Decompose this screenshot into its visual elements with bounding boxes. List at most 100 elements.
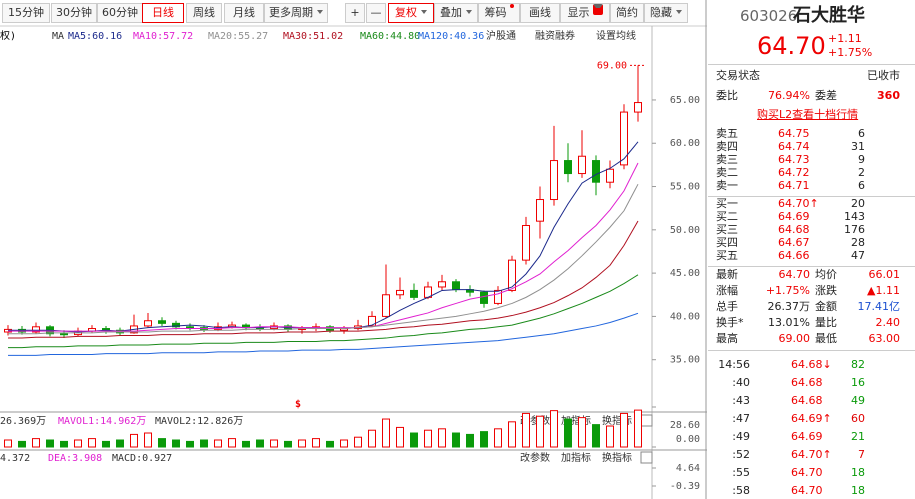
candle-body [620, 111, 628, 166]
stat-value: 63.00 [868, 332, 901, 345]
tool-button[interactable]: 叠加 [434, 3, 478, 23]
tick-volume: 18 [851, 484, 865, 497]
tick-price: 64.69 [791, 430, 823, 443]
candle-body [396, 289, 404, 296]
volume-bar [606, 425, 614, 448]
stat-label: 最高 [716, 332, 738, 345]
period-tab[interactable]: 15分钟 [2, 3, 50, 23]
volume-bar [340, 439, 348, 448]
last-price: 64.70 [757, 32, 826, 60]
tick-time: :40 [732, 376, 750, 389]
ma-legend: MA120:40.36 [418, 31, 484, 42]
volume-bar [214, 439, 222, 448]
book-volume: 2 [858, 166, 865, 179]
book-price: 64.68 [778, 223, 810, 236]
indicator-button[interactable]: 换指标 [602, 451, 632, 464]
y-tick-label: 35.00 [670, 355, 700, 366]
volume-bar [396, 426, 404, 448]
stock-name: 石大胜华 [793, 5, 865, 26]
tool-button[interactable]: 隐藏 [644, 3, 688, 23]
indicator-button[interactable]: 加指标 [561, 451, 591, 464]
y-tick-label: 28.60 [670, 420, 700, 431]
candle-body [494, 289, 502, 304]
candle-body [480, 291, 488, 304]
tool-button[interactable]: 简约 [610, 3, 644, 23]
tick-time: :49 [732, 430, 750, 443]
indicator-button[interactable]: 改参数 [520, 451, 550, 464]
volume-bar [144, 432, 152, 448]
candle-body [382, 294, 390, 317]
ma-line [8, 183, 639, 335]
tool-button[interactable]: + [345, 3, 365, 23]
y-tick-label: 4.64 [676, 463, 700, 474]
tick-time: :58 [732, 484, 750, 497]
candle-body [606, 168, 614, 183]
stat-value: 64.70 [778, 268, 811, 281]
volume-bar [256, 439, 264, 448]
volume-bar [172, 439, 180, 448]
book-label: 卖一 [716, 179, 738, 192]
ma-line [8, 162, 639, 332]
change: +1.11 [828, 32, 862, 45]
volume-bar [74, 439, 82, 448]
tick-time: 14:56 [718, 358, 750, 371]
wc-label: 委差 [815, 89, 837, 102]
volume-bar [284, 440, 292, 448]
candle-body [578, 155, 586, 175]
book-price: 64.75 [778, 127, 810, 140]
book-volume: 31 [851, 140, 865, 153]
volume-bar [634, 409, 642, 448]
tick-time: :43 [732, 394, 750, 407]
candle-body [172, 322, 180, 328]
book-price: 64.73 [778, 153, 810, 166]
divider [708, 196, 915, 197]
ma-legend: MA30:51.02 [283, 31, 343, 42]
tool-button[interactable]: 显示 [560, 3, 610, 23]
volume-bar [242, 440, 250, 448]
tool-button[interactable]: 复权 [388, 3, 434, 23]
stat-value: 2.40 [875, 316, 901, 329]
volume-bar [452, 432, 460, 448]
volume-bar [186, 440, 194, 448]
stat-value: 26.37万 [767, 300, 811, 313]
book-volume: 28 [851, 236, 865, 249]
ma-link: 沪股通 [486, 29, 516, 42]
period-tab[interactable]: 日线 [142, 3, 184, 23]
book-label: 卖五 [716, 127, 738, 140]
period-tab[interactable]: 60分钟 [97, 3, 143, 23]
stat-label: 量比 [815, 316, 837, 329]
candle-body [60, 333, 68, 336]
tick-price: 64.70↑ [791, 448, 832, 461]
period-tab[interactable]: 30分钟 [51, 3, 97, 23]
ma-legend: MA60:44.80 [360, 31, 420, 42]
ma-line [8, 274, 639, 349]
l2-link[interactable]: 购买L2查看十档行情 [757, 108, 859, 121]
tick-volume: 16 [851, 376, 865, 389]
tool-button[interactable]: 筹码 [478, 3, 520, 23]
tool-button[interactable]: 画线 [520, 3, 560, 23]
volume-bar [480, 431, 488, 448]
volume-bar [60, 440, 68, 448]
tool-button[interactable]: — [366, 3, 386, 23]
volume-bar [382, 418, 390, 448]
book-volume: 9 [858, 153, 865, 166]
period-tab[interactable]: 月线 [224, 3, 264, 23]
book-label: 买二 [716, 210, 738, 223]
volume-bar [88, 438, 96, 448]
volume-bar [18, 440, 26, 448]
volume-bar [620, 412, 628, 448]
y-tick-label: 60.00 [670, 138, 700, 149]
book-volume: 143 [844, 210, 865, 223]
candle-body [186, 326, 194, 329]
y-tick-label: 45.00 [670, 268, 700, 279]
book-price: 64.71 [778, 179, 810, 192]
book-label: 卖二 [716, 166, 738, 179]
volume-bar [102, 440, 110, 448]
period-tab[interactable]: 更多周期 [264, 3, 328, 23]
book-volume: 176 [844, 223, 865, 236]
ma-line [8, 220, 639, 339]
volume-bar [32, 438, 40, 448]
period-tab[interactable]: 周线 [186, 3, 222, 23]
candle-body [368, 315, 376, 327]
